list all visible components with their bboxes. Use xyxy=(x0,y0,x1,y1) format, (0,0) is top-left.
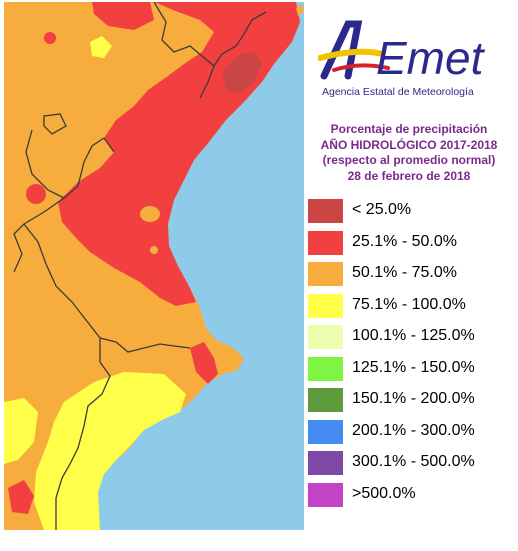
legend-item: 150.1% - 200.0% xyxy=(308,386,513,418)
legend-swatch xyxy=(308,356,343,381)
region-red-north xyxy=(92,2,154,30)
region-red-south-coast xyxy=(190,342,218,384)
legend-item: 125.1% - 150.0% xyxy=(308,355,513,387)
aemet-logo: Emet Agencia Estatal de Meteorología xyxy=(318,18,500,108)
logo-swoosh-red xyxy=(332,63,390,72)
legend-item: 200.1% - 300.0% xyxy=(308,418,513,450)
legend-label: < 25.0% xyxy=(352,201,412,218)
legend-label: 200.1% - 300.0% xyxy=(352,421,475,439)
legend-item: 100.1% - 125.0% xyxy=(308,323,513,355)
region-red-northwest xyxy=(44,32,56,44)
legend-label: 300.1% - 500.0% xyxy=(352,453,475,470)
region-yellow-west xyxy=(4,398,38,464)
legend-label: 150.1% - 200.0% xyxy=(352,390,475,407)
region-orange-island-1 xyxy=(140,206,160,222)
aemet-wordmark: Emet xyxy=(318,20,486,84)
region-orange-island-2 xyxy=(150,246,158,254)
province-borders xyxy=(13,2,267,530)
legend-swatch xyxy=(308,293,343,318)
logo-subtitle: Agencia Estatal de Meteorología xyxy=(322,86,474,98)
legend-swatch xyxy=(308,262,343,286)
region-yellow-north xyxy=(90,36,112,58)
legend-label: 25.1% - 50.0% xyxy=(352,232,457,250)
region-darkred-north xyxy=(222,52,262,94)
legend-label: >500.0% xyxy=(352,484,416,502)
legend-label: 50.1% - 75.0% xyxy=(352,264,457,281)
legend: < 25.0% 25.1% - 50.0% 50.1% - 75.0% 75.1… xyxy=(308,197,513,512)
region-red-southwest xyxy=(8,480,34,514)
legend-label: 100.1% - 125.0% xyxy=(352,327,475,344)
legend-item: 50.1% - 75.0% xyxy=(308,260,513,292)
legend-swatch xyxy=(308,199,343,223)
logo-swoosh-yellow xyxy=(318,48,385,61)
legend-item: < 25.0% xyxy=(308,197,513,229)
legend-swatch xyxy=(308,482,343,507)
region-red-west-circle xyxy=(26,184,46,204)
precipitation-map xyxy=(4,2,304,530)
title-line-4: 28 de febrero de 2018 xyxy=(347,168,471,183)
title-line-3: (respecto al promedio normal) xyxy=(322,153,496,167)
legend-item: 75.1% - 100.0% xyxy=(308,292,513,324)
region-orange-island-3 xyxy=(128,324,138,332)
legend-label: 75.1% - 100.0% xyxy=(352,295,466,313)
legend-swatch xyxy=(308,325,343,349)
island-top-right xyxy=(296,4,304,16)
title-line-2: AÑO HIDROLÓGICO 2017-2018 xyxy=(320,137,498,152)
legend-item: >500.0% xyxy=(308,481,513,513)
region-yellow-south xyxy=(34,372,186,530)
legend-swatch xyxy=(308,388,343,412)
legend-swatch xyxy=(308,451,343,475)
logo-letters-emet: Emet xyxy=(376,32,486,84)
map-title: Porcentaje de precipitación AÑO HIDROLÓG… xyxy=(304,122,514,184)
legend-swatch xyxy=(308,419,343,444)
legend-swatch xyxy=(308,230,343,255)
legend-item: 300.1% - 500.0% xyxy=(308,449,513,481)
title-line-1: Porcentaje de precipitación xyxy=(330,122,488,136)
legend-item: 25.1% - 50.0% xyxy=(308,229,513,261)
legend-label: 125.1% - 150.0% xyxy=(352,358,475,376)
